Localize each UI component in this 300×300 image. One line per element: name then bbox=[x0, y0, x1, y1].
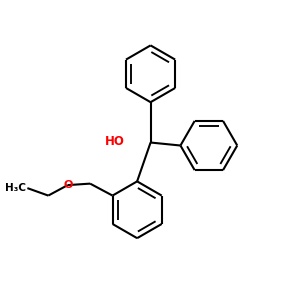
Text: H₃C: H₃C bbox=[5, 183, 26, 193]
Text: O: O bbox=[63, 180, 72, 190]
Text: HO: HO bbox=[105, 135, 125, 148]
